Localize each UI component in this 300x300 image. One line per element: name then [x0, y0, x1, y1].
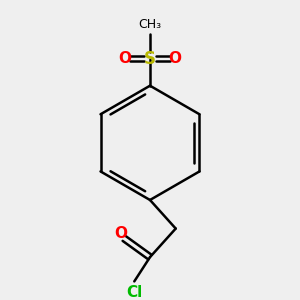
- Text: O: O: [169, 51, 182, 66]
- Text: S: S: [144, 50, 156, 68]
- Text: O: O: [114, 226, 128, 241]
- Text: CH₃: CH₃: [138, 18, 162, 31]
- Text: O: O: [118, 51, 131, 66]
- Text: Cl: Cl: [126, 285, 142, 300]
